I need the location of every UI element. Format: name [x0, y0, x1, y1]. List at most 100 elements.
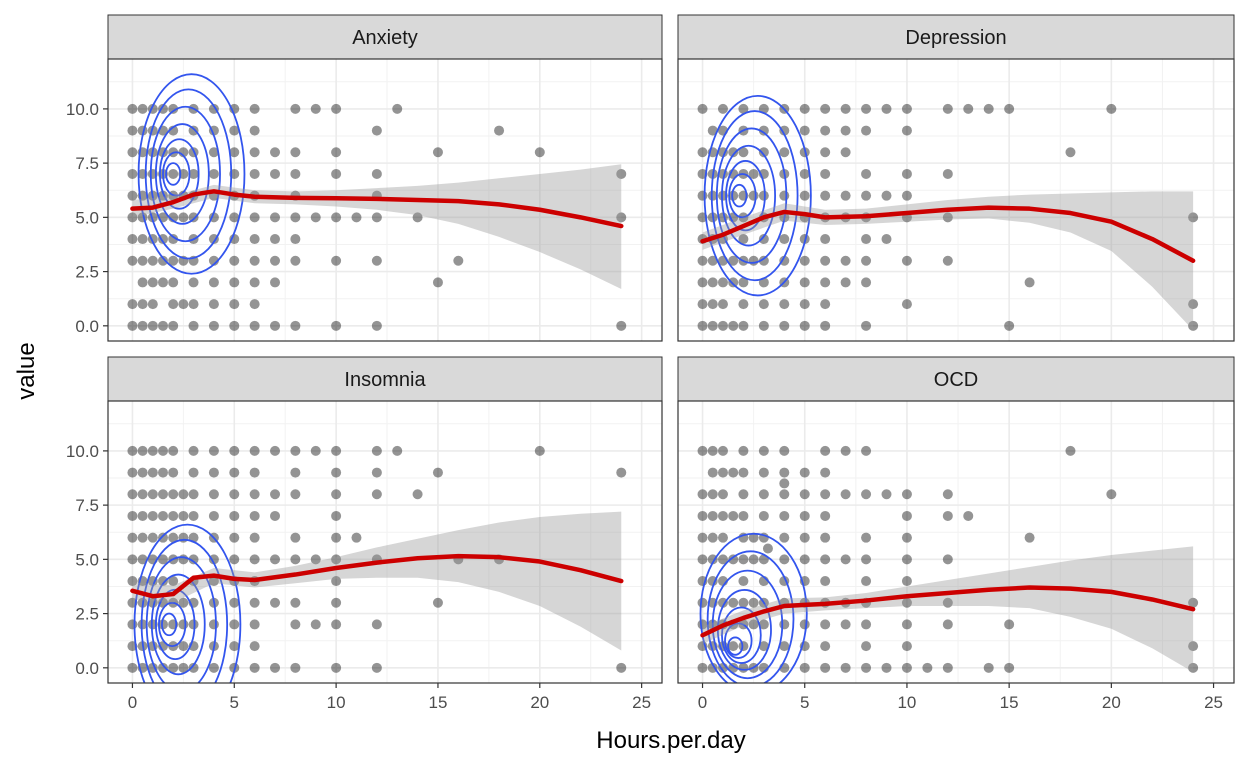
- x-tick-label: 20: [530, 693, 549, 712]
- data-point: [178, 489, 189, 500]
- data-point: [983, 662, 994, 673]
- data-point: [840, 190, 851, 201]
- data-point: [188, 662, 199, 673]
- data-point: [779, 554, 790, 565]
- x-tick-label: 15: [428, 693, 447, 712]
- data-point: [861, 190, 872, 201]
- data-point: [249, 445, 260, 456]
- data-point: [208, 168, 219, 179]
- data-point: [1188, 320, 1199, 331]
- data-point: [371, 445, 382, 456]
- data-point: [290, 255, 301, 266]
- data-point: [178, 510, 189, 521]
- data-point: [290, 234, 301, 245]
- data-point: [779, 299, 790, 310]
- plot-area: [697, 94, 1199, 331]
- data-point: [738, 489, 749, 500]
- density-contour: [154, 123, 210, 225]
- data-point: [229, 641, 240, 652]
- data-point: [616, 168, 627, 179]
- data-point: [147, 299, 158, 310]
- data-point: [188, 489, 199, 500]
- data-point: [901, 489, 912, 500]
- data-point: [799, 299, 810, 310]
- data-point: [270, 597, 281, 608]
- data-point: [331, 467, 342, 478]
- density-contour: [149, 105, 221, 243]
- data-point: [728, 255, 739, 266]
- data-point: [331, 510, 342, 521]
- data-point: [157, 467, 168, 478]
- data-point: [861, 554, 872, 565]
- density-contour: [710, 110, 799, 282]
- data-point: [738, 234, 749, 245]
- data-point: [127, 445, 138, 456]
- plot-area: [697, 445, 1199, 683]
- data-point: [942, 662, 953, 673]
- data-point: [229, 467, 240, 478]
- data-point: [178, 299, 189, 310]
- data-point: [1106, 489, 1117, 500]
- data-point: [147, 255, 158, 266]
- data-point: [820, 641, 831, 652]
- data-point: [942, 168, 953, 179]
- data-point: [697, 320, 708, 331]
- data-point: [331, 576, 342, 587]
- density-contour: [159, 138, 200, 210]
- data-point: [249, 255, 260, 266]
- data-point: [616, 662, 627, 673]
- data-point: [758, 234, 769, 245]
- data-point: [494, 125, 505, 136]
- data-point: [942, 554, 953, 565]
- density-contour: [711, 569, 784, 680]
- panel-border: [107, 400, 663, 684]
- data-point: [229, 299, 240, 310]
- data-point: [901, 190, 912, 201]
- data-point: [707, 299, 718, 310]
- facet-panel-ocd: OCD 0 5 10 15 20 25: [677, 356, 1235, 712]
- y-tick-label: 10.0: [66, 442, 99, 461]
- data-point: [779, 510, 790, 521]
- data-point: [127, 489, 138, 500]
- data-point: [249, 125, 260, 136]
- data-point: [738, 576, 749, 587]
- data-point: [249, 489, 260, 500]
- data-point: [942, 489, 953, 500]
- data-point: [249, 641, 260, 652]
- data-point: [779, 147, 790, 158]
- data-point: [861, 576, 872, 587]
- data-point: [758, 255, 769, 266]
- data-point: [820, 445, 831, 456]
- data-point: [147, 510, 158, 521]
- grid-lines: [678, 59, 1234, 341]
- data-point: [758, 510, 769, 521]
- data-point: [707, 190, 718, 201]
- data-point: [820, 168, 831, 179]
- data-point: [748, 255, 759, 266]
- data-point: [453, 255, 464, 266]
- data-point: [229, 510, 240, 521]
- data-point: [127, 299, 138, 310]
- data-point: [249, 320, 260, 331]
- data-point: [229, 103, 240, 114]
- data-point: [738, 299, 749, 310]
- data-point: [616, 320, 627, 331]
- data-point: [738, 147, 749, 158]
- data-point: [371, 489, 382, 500]
- data-point: [188, 554, 199, 565]
- facet-panel-insomnia: Insomnia 0.0 2.5 5.0 7.5 10.0 0 5 10 15 20 25: [66, 356, 663, 712]
- data-point: [779, 445, 790, 456]
- y-tick-label: 7.5: [75, 154, 99, 173]
- data-point: [290, 662, 301, 673]
- data-point: [270, 147, 281, 158]
- data-point: [840, 445, 851, 456]
- density-contour: [703, 94, 812, 297]
- data-point: [208, 554, 219, 565]
- data-point: [147, 320, 158, 331]
- density-contour: [162, 151, 191, 197]
- data-point: [901, 554, 912, 565]
- data-point: [432, 147, 443, 158]
- data-point: [799, 255, 810, 266]
- data-point: [1024, 532, 1035, 543]
